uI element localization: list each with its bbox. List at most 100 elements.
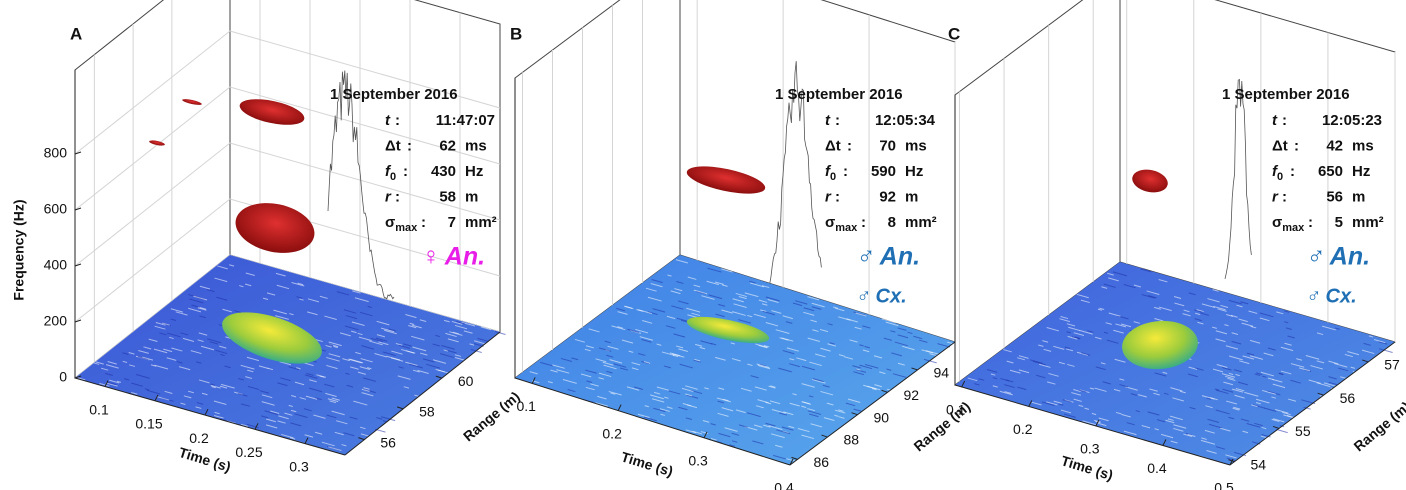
surface-streak xyxy=(1194,318,1202,322)
surface-streak xyxy=(1280,346,1294,352)
surface-streak xyxy=(435,334,441,338)
param-subscript: 0 xyxy=(830,171,836,183)
surface-streak xyxy=(789,363,800,368)
surface-streak xyxy=(789,358,795,361)
surface-streak xyxy=(1095,366,1106,371)
param-value: 430 xyxy=(431,163,456,180)
surface-streak xyxy=(918,339,928,343)
surface-streak xyxy=(1094,387,1107,392)
param-subscript: 0 xyxy=(1277,171,1283,183)
surface-streak xyxy=(449,331,463,336)
surface-streak xyxy=(653,391,661,395)
y-axis xyxy=(1229,341,1396,466)
x-tick-label: 0.1 xyxy=(946,402,966,418)
x-tick-label: 0.4 xyxy=(774,480,794,490)
x-tick xyxy=(703,431,708,439)
surface-streak xyxy=(693,284,701,288)
surface-streak xyxy=(1099,307,1105,311)
surface-streak xyxy=(1273,418,1285,423)
param-value: 650 xyxy=(1318,163,1343,180)
surface-streak xyxy=(803,307,815,312)
surface-streak xyxy=(1091,412,1097,416)
surface-streak xyxy=(1363,342,1371,346)
colon: : xyxy=(1282,112,1287,129)
surface-streak xyxy=(398,344,411,349)
surface-streak xyxy=(1059,318,1071,323)
surface-streak xyxy=(210,384,221,389)
surface-streak xyxy=(550,369,558,373)
surface-streak xyxy=(422,358,435,363)
surface-streak xyxy=(999,390,1013,396)
grid-line xyxy=(74,30,501,155)
surface-streak xyxy=(1135,410,1140,413)
surface-streak xyxy=(445,332,457,338)
surface-streak xyxy=(529,371,538,375)
surface-streak xyxy=(856,368,861,371)
surface-streak xyxy=(731,440,738,443)
surface-streak xyxy=(822,384,830,388)
surface-streak xyxy=(1254,422,1263,427)
surface-streak xyxy=(195,361,202,364)
wingbeat-trace xyxy=(327,70,395,300)
surface-streak xyxy=(1240,301,1249,305)
surface-streak xyxy=(1154,428,1159,431)
surface-streak xyxy=(669,352,681,357)
surface-streak xyxy=(1094,336,1102,340)
species-label: ♀ An. xyxy=(420,243,485,271)
surface-streak xyxy=(461,321,476,327)
surface-streak xyxy=(108,379,120,384)
surface-streak xyxy=(1066,348,1074,352)
surface-streak xyxy=(240,364,255,370)
surface-streak xyxy=(199,315,206,319)
surface-streak xyxy=(324,315,337,321)
surface-streak xyxy=(224,365,231,369)
surface-streak xyxy=(432,359,447,364)
surface-streak xyxy=(1225,375,1234,380)
surface-streak xyxy=(693,359,701,363)
surface-streak xyxy=(718,432,731,438)
param-value: 42 xyxy=(1326,137,1343,154)
surface-streak xyxy=(602,361,614,366)
surface-streak xyxy=(721,284,728,287)
surface-streak xyxy=(704,387,709,390)
surface-streak xyxy=(670,290,681,295)
surface-streak xyxy=(560,357,573,363)
surface-streak xyxy=(584,348,591,352)
param-label: σmax xyxy=(1272,214,1305,234)
surface-streak xyxy=(1240,418,1250,422)
param-unit: m xyxy=(1352,188,1365,205)
surface-streak xyxy=(862,349,870,353)
surface-streak xyxy=(886,388,898,393)
species-label: ♂ An. xyxy=(1305,243,1370,271)
surface-streak xyxy=(403,386,410,389)
surface-streak xyxy=(265,424,278,429)
date: 1 September 2016 xyxy=(330,86,458,103)
y-tick xyxy=(1272,425,1280,429)
surface-streak xyxy=(1078,404,1084,407)
surface-streak xyxy=(454,324,468,330)
surface-streak xyxy=(1153,392,1160,396)
surface-streak xyxy=(280,377,291,382)
surface-streak xyxy=(122,352,129,355)
surface-streak xyxy=(1280,370,1292,375)
surface-streak xyxy=(376,334,386,338)
surface-streak xyxy=(447,338,459,343)
surface-streak xyxy=(923,358,937,364)
surface-streak xyxy=(853,408,862,412)
surface-streak xyxy=(763,345,770,348)
surface-streak xyxy=(738,319,752,324)
surface-streak xyxy=(1254,373,1261,376)
surface-streak xyxy=(412,346,427,352)
surface-streak xyxy=(807,337,820,343)
surface-streak xyxy=(187,390,194,394)
surface-streak xyxy=(611,325,626,331)
surface-streak xyxy=(199,285,211,290)
surface-streak xyxy=(1063,413,1076,418)
param-unit: mm² xyxy=(465,214,497,231)
surface-streak xyxy=(853,371,864,376)
surface-streak xyxy=(359,311,373,317)
surface-streak xyxy=(128,352,135,355)
surface-streak xyxy=(1130,393,1138,396)
surface-streak xyxy=(321,441,335,447)
surface-streak xyxy=(694,358,701,362)
